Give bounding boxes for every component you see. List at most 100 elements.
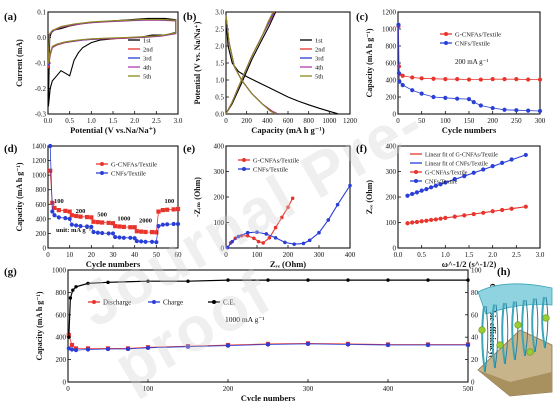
cap-point bbox=[73, 347, 79, 353]
cv-curve-5th bbox=[47, 18, 177, 64]
nyquist-point bbox=[280, 215, 284, 220]
cycle-point bbox=[396, 71, 402, 76]
rate-point bbox=[139, 229, 144, 234]
x-tick-label: 3.0 bbox=[174, 117, 183, 125]
y-tick-label: 0 bbox=[43, 245, 47, 253]
x-tick-label: 200 bbox=[241, 117, 252, 125]
nyquist-point bbox=[335, 202, 340, 207]
x-axis-label: Cycle numbers bbox=[442, 125, 497, 135]
x-axis-label: Potential (V vs.Na/Na⁺) bbox=[70, 125, 156, 135]
x-tick-label: 0 bbox=[224, 251, 228, 259]
y-tick-label: 1.0 bbox=[215, 77, 224, 85]
nyquist-point bbox=[348, 183, 352, 188]
y-tick-label: 400 bbox=[386, 143, 397, 151]
fit-point bbox=[405, 221, 410, 226]
x-tick-label: 300 bbox=[303, 385, 314, 393]
ce-point bbox=[68, 296, 73, 300]
cap-point bbox=[425, 342, 431, 348]
nyquist-point bbox=[245, 233, 250, 238]
x-tick-label: 0 bbox=[224, 117, 228, 125]
rate-point bbox=[67, 216, 72, 221]
legend-label: CNFs/Textile bbox=[425, 180, 458, 186]
carbon-fiber bbox=[481, 305, 486, 373]
rate-point bbox=[69, 222, 74, 227]
fit-point bbox=[419, 188, 424, 193]
gcd-curve-1st-discharge bbox=[225, 18, 338, 115]
rate-point bbox=[117, 224, 122, 229]
x-tick-label: 60 bbox=[175, 251, 183, 259]
ce-point bbox=[226, 278, 230, 282]
cv-curve-2nd bbox=[47, 19, 177, 69]
y-tick-label: -0.2 bbox=[35, 85, 47, 93]
x-tick-label: 300 bbox=[314, 251, 325, 259]
panel-label-d: (d) bbox=[4, 143, 18, 155]
legend-label: G-CNFAs/Textile bbox=[455, 32, 501, 39]
y-tick-label: 400 bbox=[36, 215, 47, 223]
x-tick-label: 150 bbox=[464, 117, 475, 125]
legend-label: C.E. bbox=[223, 299, 236, 307]
rate-point bbox=[78, 214, 83, 219]
rate-point bbox=[143, 239, 148, 244]
cycle-point bbox=[537, 77, 543, 82]
rate-point bbox=[63, 216, 68, 221]
rate-point bbox=[149, 230, 155, 235]
y-tick-label: -0.3 bbox=[35, 111, 47, 119]
y-tick-label: 400 bbox=[386, 77, 397, 85]
rate-point bbox=[165, 207, 170, 212]
rate-point bbox=[132, 225, 137, 230]
cycle-point bbox=[466, 97, 472, 102]
fit-point bbox=[414, 190, 420, 195]
carbon-fiber bbox=[541, 296, 546, 349]
rate-point bbox=[84, 224, 90, 229]
cap-point bbox=[345, 342, 351, 347]
fit-point bbox=[443, 180, 448, 185]
legend-marker bbox=[414, 179, 418, 183]
x-tick-label: 40 bbox=[131, 251, 139, 259]
x-tick-label: 0.0 bbox=[394, 251, 403, 259]
gcd-curve-1st-charge bbox=[225, 11, 277, 114]
ce-point bbox=[426, 278, 430, 282]
fit-point bbox=[471, 170, 476, 175]
y-tick-label: 3.0 bbox=[215, 9, 224, 17]
x-tick-label: 0.5 bbox=[417, 251, 426, 259]
cycle-point bbox=[455, 77, 460, 82]
cycle-point bbox=[419, 76, 424, 81]
ce-point bbox=[71, 288, 75, 292]
legend-marker bbox=[242, 167, 246, 171]
ce-line bbox=[68, 279, 468, 338]
cycle-point bbox=[478, 77, 483, 82]
plot-frame bbox=[225, 11, 351, 115]
x-axis-label: Zᵣₑ (Ohm) bbox=[270, 259, 306, 269]
cycle-point bbox=[466, 77, 472, 82]
x-tick-label: 250 bbox=[511, 117, 522, 125]
legend-marker bbox=[100, 162, 104, 166]
fit-point bbox=[500, 160, 505, 165]
panel-label-c: (c) bbox=[356, 11, 369, 23]
rate-point bbox=[143, 229, 148, 235]
cycle-point bbox=[502, 77, 507, 82]
legend-label: CNFs/Textile bbox=[455, 41, 490, 48]
rate-point bbox=[160, 208, 165, 213]
nyquist-point bbox=[273, 236, 278, 240]
x-tick-label: 1200 bbox=[343, 117, 358, 125]
rate-point bbox=[175, 206, 181, 212]
legend-label: 5th bbox=[143, 74, 152, 81]
fit-point bbox=[429, 217, 434, 223]
y-axis-label: Capacity (mA h g⁻¹) bbox=[365, 28, 374, 97]
cap-point bbox=[225, 343, 231, 348]
nyquist-point bbox=[256, 239, 261, 244]
y2-tick-label: 60 bbox=[471, 311, 479, 319]
rate-point bbox=[113, 224, 118, 229]
fit-point bbox=[414, 219, 420, 225]
cv-curve-1st bbox=[47, 17, 177, 107]
carbon-fiber bbox=[501, 302, 506, 365]
rate-step-label: 100 bbox=[54, 198, 64, 205]
panel-f: 0.0 0.5 1.0 1.5 2.0 2.5 3.0 0 100 200 300 400 ω^-1/2… bbox=[365, 143, 545, 270]
cycle-point bbox=[397, 79, 402, 84]
textile-side bbox=[478, 370, 552, 396]
fit-point bbox=[481, 210, 486, 215]
y-axis-label: Potential (V vs. Na/Na⁺) bbox=[193, 21, 202, 104]
cycle-point bbox=[526, 108, 531, 113]
nyquist-point bbox=[267, 236, 272, 240]
